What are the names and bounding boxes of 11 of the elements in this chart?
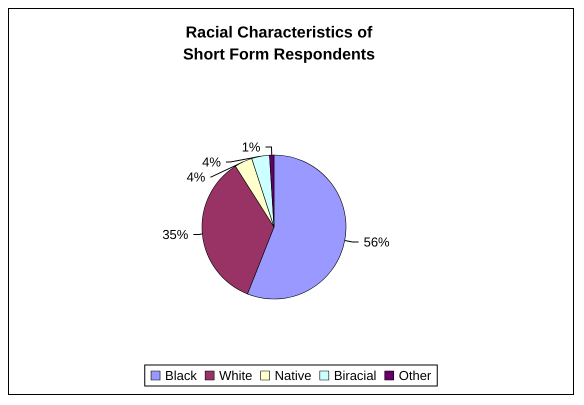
data-label: 35% [162,227,189,242]
legend-label: Biracial [334,368,377,383]
data-label: 1% [242,140,261,155]
chart-title: Racial Characteristics of Short Form Respondents [182,24,376,64]
legend-label: Other [398,368,432,383]
legend-label: Black [165,368,198,383]
data-label: 56% [364,234,390,250]
data-label: 4% [202,154,222,170]
legend-label: White [219,368,252,383]
legend-label: Native [274,368,312,383]
data-label: 4% [186,170,206,185]
